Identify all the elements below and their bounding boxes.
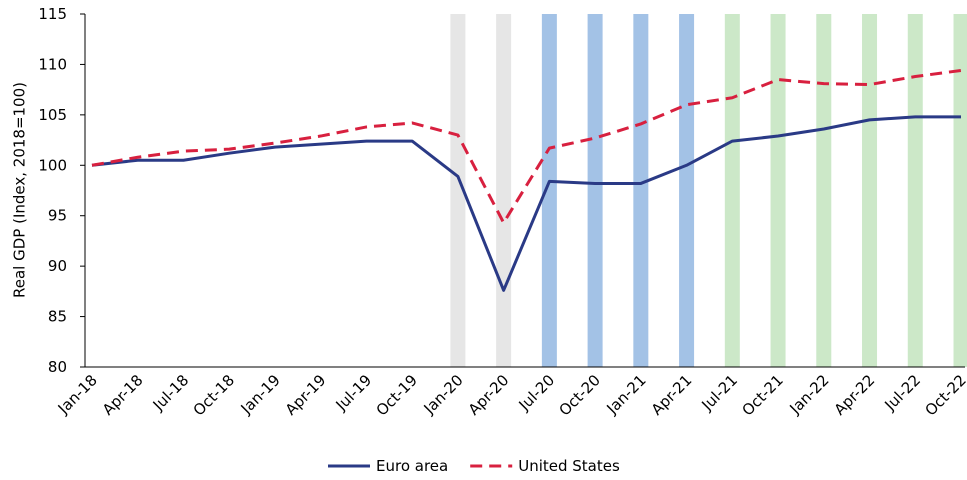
y-tick-label: 85: [48, 308, 67, 326]
x-tick-label: Apr-18: [99, 371, 147, 419]
shading-band: [633, 14, 649, 367]
x-tick-label: Jul-22: [881, 371, 925, 415]
shading-band: [724, 14, 740, 367]
x-tick-label: Oct-19: [373, 371, 421, 419]
y-axis-label: Real GDP (Index, 2018=100): [11, 82, 29, 298]
x-tick-label: Apr-21: [648, 371, 696, 419]
shading-band: [496, 14, 512, 367]
y-tick-label: 115: [38, 5, 67, 23]
shading-band: [907, 14, 923, 367]
y-tick-label: 95: [48, 207, 67, 225]
shading-band: [862, 14, 878, 367]
x-tick-label: Jan-20: [420, 371, 467, 418]
x-tick-label: Jan-18: [54, 371, 101, 418]
y-tick-label: 80: [48, 358, 67, 376]
series-line: [91, 115, 961, 292]
shading-band: [679, 14, 695, 367]
legend-label: Euro area: [376, 457, 448, 475]
x-tick-label: Apr-22: [831, 371, 879, 419]
shading-band: [450, 14, 466, 367]
x-tick-label: Jan-22: [786, 371, 833, 418]
x-tick-label: Jul-19: [332, 371, 376, 415]
series-line: [91, 68, 962, 225]
x-tick-label: Jan-19: [237, 371, 284, 418]
shading-band: [541, 14, 557, 367]
shading-band: [770, 14, 786, 367]
x-tick-label: Oct-22: [921, 371, 967, 419]
shading-band: [953, 14, 967, 367]
x-tick-label: Jul-18: [149, 371, 193, 415]
y-tick-label: 110: [38, 55, 67, 73]
shading-band: [587, 14, 603, 367]
x-tick-label: Jul-21: [698, 371, 742, 415]
y-tick-label: 90: [48, 257, 67, 275]
x-tick-label: Apr-20: [465, 371, 513, 419]
x-tick-label: Jul-20: [515, 371, 559, 415]
legend-label: United States: [518, 457, 620, 475]
y-tick-label: 100: [38, 156, 67, 174]
x-tick-label: Oct-20: [556, 371, 604, 419]
legend: Euro area United States: [328, 457, 620, 475]
x-tick-label: Apr-19: [282, 371, 330, 419]
x-tick-label: Oct-21: [738, 371, 786, 419]
x-tick-label: Oct-18: [190, 371, 238, 419]
shading-band: [816, 14, 832, 367]
y-tick-label: 105: [38, 106, 67, 124]
x-tick-label: Jan-21: [603, 371, 650, 418]
